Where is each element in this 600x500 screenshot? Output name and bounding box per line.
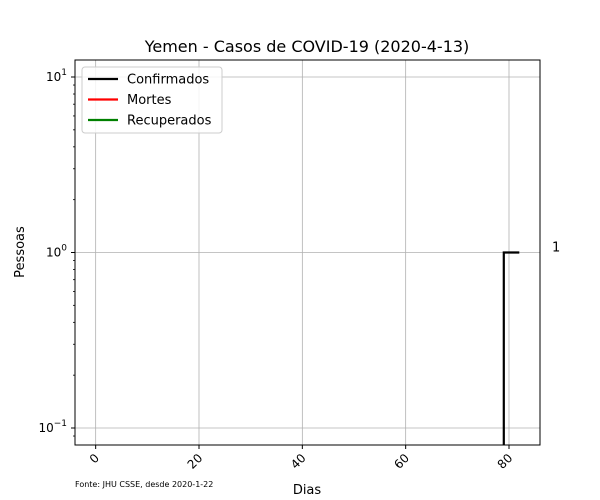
series-line-confirmados	[502, 251, 520, 445]
legend-label: Confirmados	[127, 73, 209, 88]
end-value-label: 1	[552, 241, 560, 256]
y-tick-label: 10−1	[38, 419, 67, 435]
legend-label: Mortes	[127, 93, 172, 108]
chart-title: Yemen - Casos de COVID-19 (2020-4-13)	[144, 37, 470, 56]
legend: Confirmados Mortes Recuperados	[81, 66, 223, 134]
legend-label: Recuperados	[127, 114, 212, 129]
x-axis-label: Dias	[293, 483, 322, 498]
y-tick-label: 101	[46, 68, 67, 84]
y-tick-label: 100	[46, 244, 67, 260]
x-tick-label: 20	[185, 451, 206, 472]
x-tick-label: 80	[495, 451, 516, 472]
y-axis-label: Pessoas	[13, 226, 28, 278]
source-note: Fonte: JHU CSSE, desde 2020-1-22	[75, 480, 213, 489]
series-lines	[502, 251, 520, 445]
x-tick-label: 40	[288, 451, 309, 472]
x-tick-label: 60	[391, 451, 412, 472]
x-tick-label: 0	[87, 451, 102, 466]
legend-box	[81, 66, 223, 134]
